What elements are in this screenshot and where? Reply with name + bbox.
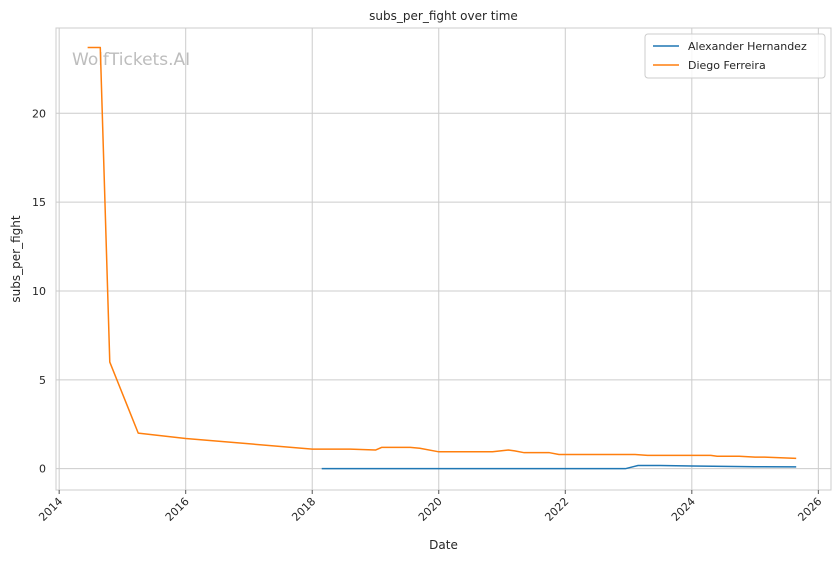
y-tick-label: 5 (39, 374, 46, 387)
chart-title: subs_per_fight over time (369, 9, 518, 23)
legend-box (644, 33, 826, 79)
x-tick-label: 2022 (542, 495, 571, 524)
x-axis-ticks: 2014 2016 2018 2020 2022 2024 2026 (36, 490, 824, 524)
series-line-alexander-hernandez (321, 464, 797, 470)
legend-entry: Diego Ferreira (688, 59, 766, 72)
y-tick-label: 10 (32, 285, 46, 298)
y-tick-label: 0 (39, 463, 46, 476)
legend: Alexander Hernandez Diego Ferreira (644, 33, 826, 79)
series-layer (87, 46, 797, 470)
x-tick-label: 2016 (163, 495, 192, 524)
y-axis-label: subs_per_fight (9, 215, 23, 302)
series-line-diego-ferreira (87, 46, 797, 460)
y-tick-label: 20 (32, 107, 46, 120)
x-tick-label: 2020 (416, 495, 445, 524)
y-tick-label: 15 (32, 196, 46, 209)
watermark-text: WolfTickets.AI (72, 50, 190, 70)
x-axis-label: Date (429, 538, 458, 552)
x-tick-label: 2014 (36, 495, 65, 524)
y-axis-ticks: 0 5 10 15 20 (32, 107, 46, 475)
x-tick-label: 2024 (669, 495, 698, 524)
grid (56, 28, 831, 490)
legend-entry: Alexander Hernandez (688, 40, 807, 53)
x-tick-label: 2026 (795, 495, 824, 524)
x-tick-label: 2018 (289, 495, 318, 524)
plot-frame (55, 27, 832, 491)
